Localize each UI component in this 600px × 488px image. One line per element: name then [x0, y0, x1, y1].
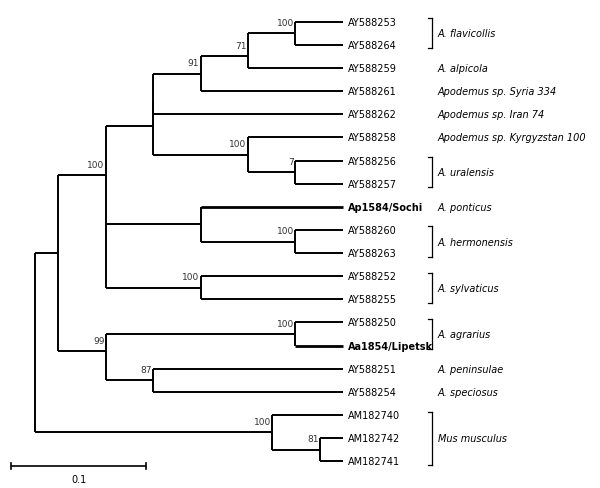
- Text: AY588261: AY588261: [348, 87, 397, 97]
- Text: AY588251: AY588251: [348, 364, 397, 374]
- Text: 87: 87: [140, 365, 152, 374]
- Text: AY588258: AY588258: [348, 133, 397, 143]
- Text: 100: 100: [254, 417, 271, 426]
- Text: 99: 99: [93, 336, 104, 345]
- Text: AY588259: AY588259: [348, 64, 397, 74]
- Text: AY588257: AY588257: [348, 179, 397, 189]
- Text: Apodemus sp. Iran 74: Apodemus sp. Iran 74: [437, 110, 545, 120]
- Text: 100: 100: [277, 226, 294, 236]
- Text: AY588262: AY588262: [348, 110, 397, 120]
- Text: Apodemus sp. Syria 334: Apodemus sp. Syria 334: [437, 87, 557, 97]
- Text: AY588252: AY588252: [348, 272, 397, 282]
- Text: 100: 100: [87, 160, 104, 169]
- Text: AM182742: AM182742: [348, 433, 401, 443]
- Text: 100: 100: [277, 19, 294, 28]
- Text: 100: 100: [182, 273, 199, 282]
- Text: A. agrarius: A. agrarius: [437, 329, 491, 339]
- Text: AM182740: AM182740: [348, 410, 400, 420]
- Text: A. peninsulae: A. peninsulae: [437, 364, 504, 374]
- Text: AY588250: AY588250: [348, 318, 397, 328]
- Text: 0.1: 0.1: [71, 474, 86, 484]
- Text: A. speciosus: A. speciosus: [437, 387, 499, 397]
- Text: 100: 100: [229, 140, 247, 149]
- Text: AY588256: AY588256: [348, 156, 397, 166]
- Text: A. ponticus: A. ponticus: [437, 203, 492, 212]
- Text: 100: 100: [277, 319, 294, 328]
- Text: A. alpicola: A. alpicola: [437, 64, 488, 74]
- Text: AY588260: AY588260: [348, 225, 397, 235]
- Text: 81: 81: [307, 434, 319, 444]
- Text: Apodemus sp. Kyrgyzstan 100: Apodemus sp. Kyrgyzstan 100: [437, 133, 586, 143]
- Text: AM182741: AM182741: [348, 456, 400, 467]
- Text: AY588264: AY588264: [348, 41, 397, 51]
- Text: AY588255: AY588255: [348, 295, 397, 305]
- Text: A. hermonensis: A. hermonensis: [437, 237, 514, 247]
- Text: AY588254: AY588254: [348, 387, 397, 397]
- Text: A. sylvaticus: A. sylvaticus: [437, 283, 499, 293]
- Text: AY588253: AY588253: [348, 18, 397, 28]
- Text: 7: 7: [289, 157, 294, 166]
- Text: 91: 91: [188, 59, 199, 68]
- Text: Ap1584/Sochi: Ap1584/Sochi: [348, 203, 424, 212]
- Text: AY588263: AY588263: [348, 248, 397, 259]
- Text: Mus musculus: Mus musculus: [437, 433, 506, 443]
- Text: 71: 71: [235, 42, 247, 51]
- Text: Aa1854/Lipetsk: Aa1854/Lipetsk: [348, 341, 433, 351]
- Text: A. flavicollis: A. flavicollis: [437, 29, 496, 39]
- Text: A. uralensis: A. uralensis: [437, 168, 494, 178]
